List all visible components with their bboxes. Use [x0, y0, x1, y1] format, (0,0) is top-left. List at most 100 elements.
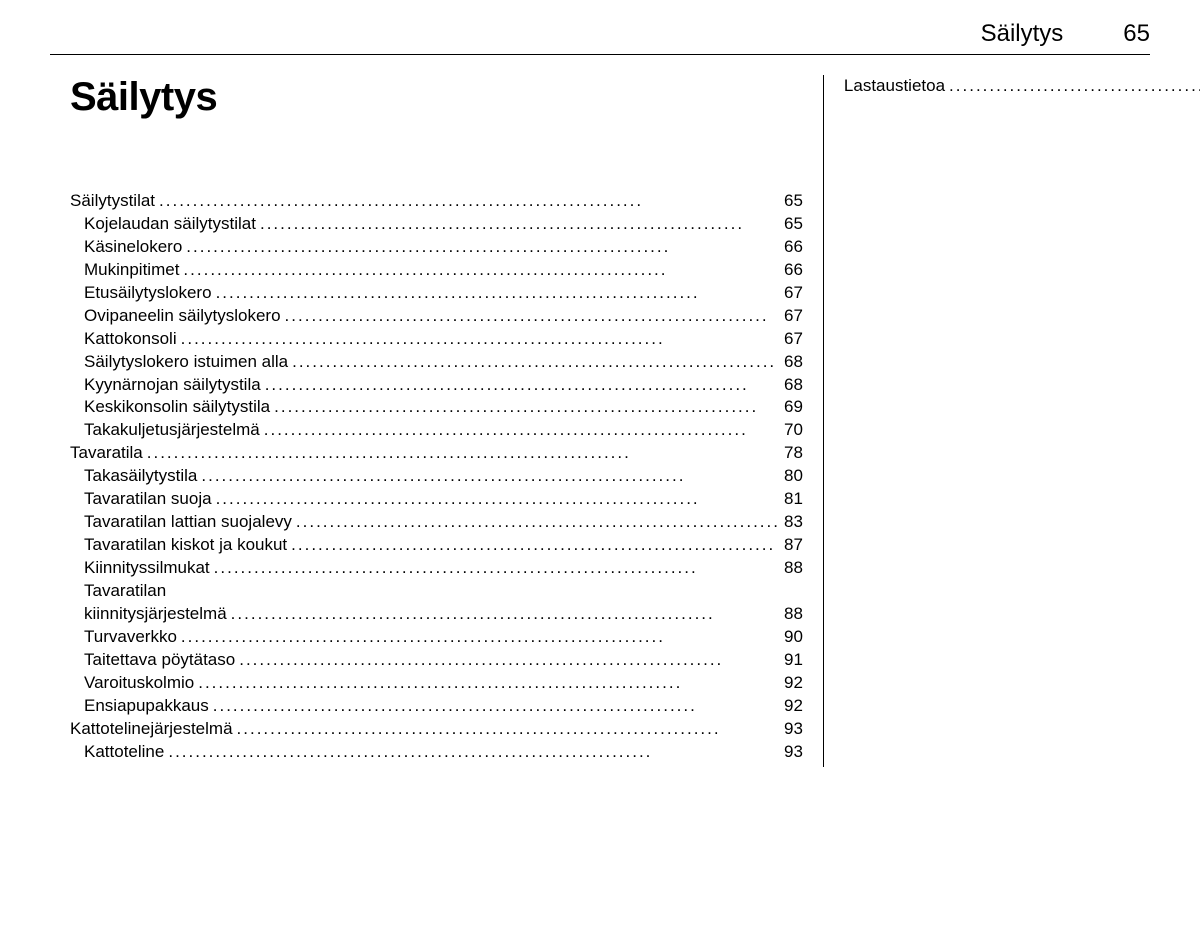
- toc-leader: [179, 259, 784, 282]
- toc-page: 69: [784, 396, 803, 419]
- toc-page: 87: [784, 534, 803, 557]
- toc-label: Kiinnityssilmukat: [84, 557, 210, 580]
- toc-leader: [261, 374, 784, 397]
- toc-entry: Lastaustietoa93: [844, 75, 1200, 98]
- toc-label: Tavaratilan suoja: [84, 488, 212, 511]
- toc-entry: Mukinpitimet 66: [70, 259, 803, 282]
- toc-label: Tavaratilan lattian suojalevy: [84, 511, 292, 534]
- toc-entry: Takakuljetusjärjestelmä70: [70, 419, 803, 442]
- toc-label: Kattokonsoli: [84, 328, 177, 351]
- toc-entry: Tavaratila 78: [70, 442, 803, 465]
- column-2: Lastaustietoa93: [824, 75, 1200, 767]
- toc-label: Turvaverkko: [84, 626, 177, 649]
- toc-label: Etusäilytyslokero: [84, 282, 212, 305]
- toc-leader: [143, 442, 784, 465]
- toc-leader: [233, 718, 784, 741]
- toc-page: 93: [784, 718, 803, 741]
- toc-entry: Käsinelokero 66: [70, 236, 803, 259]
- toc-leader: [945, 75, 1200, 98]
- toc-entry: Turvaverkko 90: [70, 626, 803, 649]
- column-1: Säilytys Säilytystilat65Kojelaudan säily…: [50, 75, 824, 767]
- chapter-title: Säilytys: [70, 75, 803, 120]
- toc-label: Tavaratilan kiskot ja koukut: [84, 534, 287, 557]
- toc-entry: Säilytystilat 65: [70, 190, 803, 213]
- toc-leader: [260, 419, 784, 442]
- header-section: Säilytys: [981, 20, 1064, 48]
- toc-label: Takakuljetusjärjestelmä: [84, 419, 260, 442]
- toc-label: Kattoteline: [84, 741, 164, 764]
- toc-leader: [177, 626, 784, 649]
- toc-page: 88: [784, 557, 803, 580]
- toc-leader: [288, 351, 784, 374]
- toc-entry: Etusäilytyslokero 67: [70, 282, 803, 305]
- toc-entry: Ensiapupakkaus 92: [70, 695, 803, 718]
- toc-leader: [287, 534, 784, 557]
- toc-page: 66: [784, 259, 803, 282]
- toc-label: Ensiapupakkaus: [84, 695, 209, 718]
- toc-leader: [197, 465, 784, 488]
- toc-label: Mukinpitimet: [84, 259, 179, 282]
- toc-page: 80: [784, 465, 803, 488]
- toc-page: 88: [784, 603, 803, 626]
- toc-page: 65: [784, 190, 803, 213]
- page-header: Säilytys 65: [50, 20, 1150, 55]
- toc-label: Käsinelokero: [84, 236, 182, 259]
- toc-entry: kiinnitysjärjestelmä 88: [70, 603, 803, 626]
- toc-label: Kojelaudan säilytystilat: [84, 213, 256, 236]
- content-columns: Säilytys Säilytystilat65Kojelaudan säily…: [50, 75, 1150, 767]
- toc-label: Tavaratila: [70, 442, 143, 465]
- toc-page: 81: [784, 488, 803, 511]
- header-page-number: 65: [1123, 20, 1150, 48]
- toc-page: 67: [784, 282, 803, 305]
- toc-label: Kattotelinejärjestelmä: [70, 718, 233, 741]
- toc-label: kiinnitysjärjestelmä: [84, 603, 227, 626]
- toc-list-continued: Lastaustietoa93: [844, 75, 1200, 98]
- toc-entry-wrap: Tavaratilan: [70, 580, 803, 603]
- toc-entry: Tavaratilan kiskot ja koukut 87: [70, 534, 803, 557]
- toc-label: Säilytystilat: [70, 190, 155, 213]
- toc-page: 68: [784, 374, 803, 397]
- toc-entry: Ovipaneelin säilytyslokero67: [70, 305, 803, 328]
- toc-leader: [155, 190, 784, 213]
- toc-page: 67: [784, 328, 803, 351]
- toc-leader: [270, 396, 784, 419]
- toc-entry: Tavaratilan suoja 81: [70, 488, 803, 511]
- toc-entry: Kojelaudan säilytystilat65: [70, 213, 803, 236]
- toc-entry: Kattokonsoli 67: [70, 328, 803, 351]
- toc-label: Varoituskolmio: [84, 672, 194, 695]
- toc-list: Säilytystilat65Kojelaudan säilytystilat6…: [70, 190, 803, 763]
- toc-entry: Säilytyslokero istuimen alla68: [70, 351, 803, 374]
- toc-page: 93: [784, 741, 803, 764]
- toc-leader: [292, 511, 784, 534]
- toc-entry: Kattoteline 93: [70, 741, 803, 764]
- toc-leader: [177, 328, 784, 351]
- toc-label: Taitettava pöytätaso: [84, 649, 235, 672]
- toc-leader: [256, 213, 784, 236]
- toc-label: Kyynärnojan säilytystila: [84, 374, 261, 397]
- toc-page: 90: [784, 626, 803, 649]
- toc-label: Lastaustietoa: [844, 75, 945, 98]
- toc-label: Ovipaneelin säilytyslokero: [84, 305, 281, 328]
- toc-leader: [210, 557, 784, 580]
- toc-leader: [209, 695, 784, 718]
- toc-label: Takasäilytystila: [84, 465, 197, 488]
- toc-leader: [164, 741, 784, 764]
- toc-page: 78: [784, 442, 803, 465]
- toc-entry: Kattotelinejärjestelmä 93: [70, 718, 803, 741]
- toc-leader: [212, 282, 784, 305]
- toc-page: 92: [784, 672, 803, 695]
- toc-page: 83: [784, 511, 803, 534]
- toc-entry: Takasäilytystila 80: [70, 465, 803, 488]
- toc-leader: [227, 603, 784, 626]
- toc-entry: Taitettava pöytätaso91: [70, 649, 803, 672]
- toc-page: 66: [784, 236, 803, 259]
- toc-label: Säilytyslokero istuimen alla: [84, 351, 288, 374]
- toc-leader: [281, 305, 784, 328]
- toc-leader: [212, 488, 784, 511]
- toc-entry: Kyynärnojan säilytystila 68: [70, 374, 803, 397]
- toc-entry: Varoituskolmio 92: [70, 672, 803, 695]
- toc-entry: Keskikonsolin säilytystila69: [70, 396, 803, 419]
- toc-page: 92: [784, 695, 803, 718]
- toc-entry: Tavaratilan lattian suojalevy 83: [70, 511, 803, 534]
- toc-leader: [194, 672, 784, 695]
